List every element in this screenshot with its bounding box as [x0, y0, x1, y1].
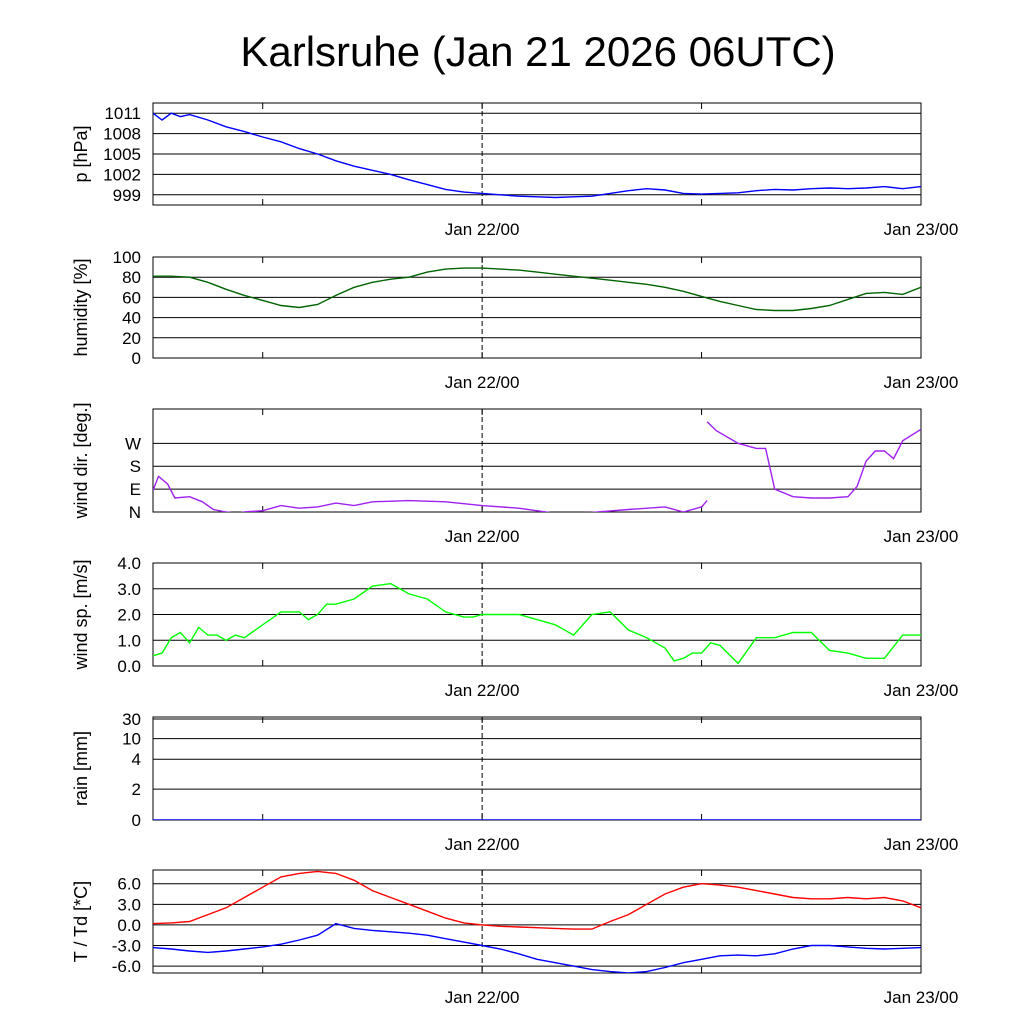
- rain-ytick-label: 30: [122, 710, 141, 729]
- rain-ytick-label: 0: [132, 811, 141, 830]
- humidity-ytick-label: 100: [113, 248, 141, 267]
- temperature-panel: -6.0-3.0 0.0 3.06.0 Jan 22/00 Jan 23/00 T / T…: [71, 869, 959, 1007]
- rain-xtick-label: Jan 23/00: [884, 835, 959, 854]
- wind-speed-axis-label: wind sp. [m/s]: [71, 559, 91, 670]
- rain-ytick-label: 10: [122, 730, 141, 749]
- humidity-xtick-label: Jan 23/00: [884, 373, 959, 392]
- rain-ytick-label: 2: [132, 780, 141, 799]
- temperature-series-line-0: [153, 870, 921, 930]
- temperature-ytick-label: 6.0: [117, 875, 141, 894]
- humidity-axis-label: humidity [%]: [71, 258, 91, 356]
- temperature-ytick-label: 3.0: [117, 895, 141, 914]
- humidity-series-line-0: [153, 267, 921, 312]
- pressure-xtick-label: Jan 22/00: [445, 220, 520, 239]
- chart-title: Karlsruhe (Jan 21 2026 06UTC): [240, 28, 835, 75]
- wind-speed-ytick-label: 0.0: [117, 657, 141, 676]
- pressure-frame: [152, 102, 922, 206]
- wind-speed-series-line-0: [153, 582, 921, 665]
- pressure-ytick-label: 1008: [103, 125, 141, 144]
- pressure-xtick-label: Jan 23/00: [884, 220, 959, 239]
- wind-speed-ytick-label: 4.0: [117, 554, 141, 573]
- temperature-ytick-label: -3.0: [112, 937, 141, 956]
- temperature-xtick-label: Jan 23/00: [884, 988, 959, 1007]
- humidity-ytick-label: 20: [122, 329, 141, 348]
- humidity-ytick-label: 60: [122, 288, 141, 307]
- wind-speed-frame: [152, 562, 922, 667]
- wind-direction-ytick-label: S: [130, 457, 141, 476]
- rain-axis-label: rain [mm]: [71, 731, 91, 806]
- pressure-series-line-0: [153, 112, 921, 199]
- temperature-frame: [152, 869, 922, 974]
- wind-speed-ytick-label: 1.0: [117, 631, 141, 650]
- pressure-ytick-label: 1005: [103, 145, 141, 164]
- rain-xtick-label: Jan 22/00: [445, 835, 520, 854]
- wind-direction-ytick-label: W: [125, 434, 141, 453]
- pressure-ytick-label: 999: [113, 186, 141, 205]
- pressure-ytick-label: 1002: [103, 165, 141, 184]
- temperature-series-line-1: [153, 922, 921, 973]
- rain-frame: [152, 716, 922, 821]
- wind-direction-axis-label: wind dir. [deg.]: [71, 402, 91, 519]
- temperature-ytick-label: 0.0: [117, 916, 141, 935]
- humidity-xtick-label: Jan 22/00: [445, 373, 520, 392]
- wind-direction-xtick-label: Jan 23/00: [884, 527, 959, 546]
- wind-direction-frame: [152, 408, 922, 513]
- wind-speed-panel: 0.0 1.0 2.0 3.0 4.0 Jan 22/00 Jan 23/00 wind sp…: [71, 554, 958, 700]
- wind-direction-series-line-0: [153, 475, 708, 512]
- wind-direction-series-line-1: [706, 421, 921, 499]
- wind-direction-xtick-label: Jan 22/00: [445, 527, 520, 546]
- humidity-frame: [152, 256, 922, 359]
- rain-ytick-label: 4: [132, 750, 141, 769]
- wind-speed-ytick-label: 2.0: [117, 606, 141, 625]
- wind-speed-xtick-label: Jan 22/00: [445, 681, 520, 700]
- pressure-ytick-label: 1011: [104, 104, 141, 123]
- humidity-ytick-label: 0: [132, 349, 141, 368]
- wind-direction-ytick-label: E: [130, 480, 141, 499]
- temperature-ytick-label: -6.0: [112, 957, 141, 976]
- temperature-xtick-label: Jan 22/00: [445, 988, 520, 1007]
- wind-direction-ytick-label: N: [129, 503, 141, 522]
- humidity-ytick-label: 80: [122, 268, 141, 287]
- pressure-axis-label: p [hPa]: [71, 125, 91, 182]
- humidity-ytick-label: 40: [122, 309, 141, 328]
- wind-speed-xtick-label: Jan 23/00: [884, 681, 959, 700]
- wind-speed-ytick-label: 3.0: [117, 580, 141, 599]
- temperature-axis-label: T / Td [*C]: [71, 881, 91, 962]
